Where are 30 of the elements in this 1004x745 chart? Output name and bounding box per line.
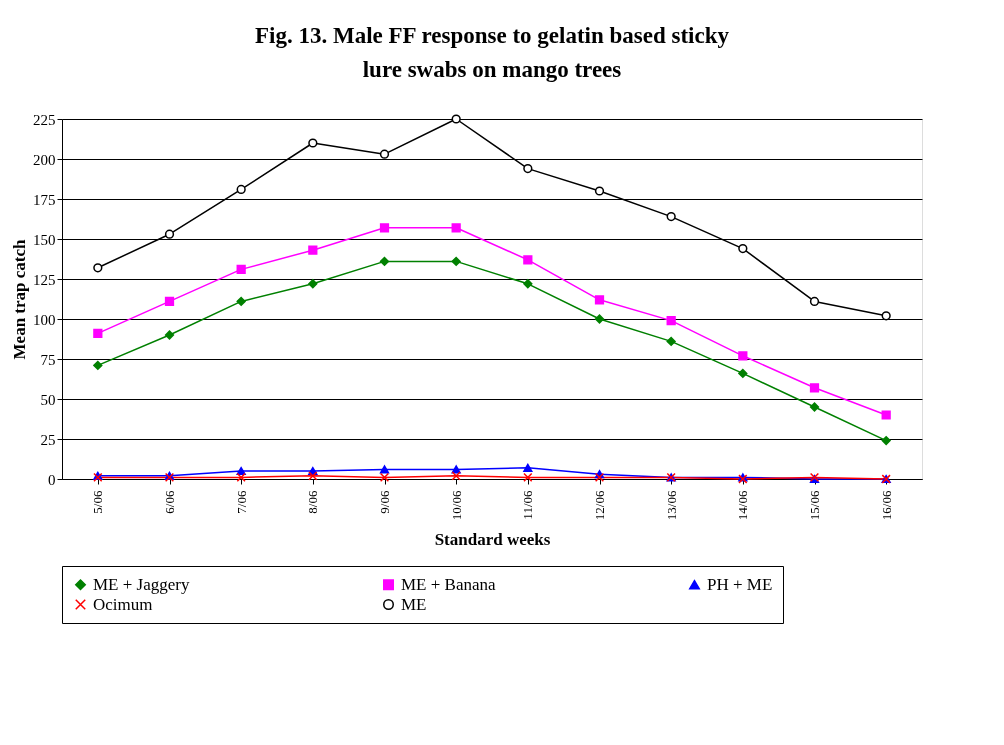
legend-label: ME + Banana — [401, 574, 497, 594]
y-tick-label: 100 — [33, 311, 56, 328]
x-tick-label: 11/06 — [520, 490, 536, 520]
x-axis-title: Standard weeks — [434, 530, 551, 550]
y-tick-label: 75 — [40, 351, 56, 368]
x-tick-label: 14/06 — [735, 490, 751, 521]
x-tick-label: 16/06 — [878, 490, 894, 521]
y-tick-label: 175 — [33, 191, 56, 208]
x-tick-label: 10/06 — [448, 490, 464, 521]
y-tick-label: 25 — [40, 431, 56, 448]
x-tick-label: 6/06 — [162, 490, 177, 514]
y-tick-label: 50 — [40, 391, 56, 408]
legend-label: ME + Jaggery — [93, 574, 190, 594]
x-tick-label: 8/06 — [305, 490, 321, 514]
x-tick-label: 12/06 — [592, 490, 607, 521]
x-tick-label: 15/06 — [807, 490, 822, 521]
x-tick-label: 5/06 — [90, 490, 106, 514]
legend-label: PH + ME — [707, 574, 773, 594]
y-tick-label: 200 — [33, 151, 56, 168]
y-tick-label: 225 — [33, 111, 56, 128]
legend-label: Ocimum — [93, 594, 153, 614]
y-tick-label: 0 — [48, 471, 56, 488]
x-tick-label: 7/06 — [233, 490, 249, 514]
chart-title: Fig. 13. Male FF response to gelatin based sticky lure swabs on mango trees — [254, 23, 730, 82]
y-axis-title: Mean trap catch — [10, 239, 29, 360]
y-tick-label: 125 — [33, 271, 56, 288]
y-tick-label: 150 — [33, 231, 56, 248]
legend-label: ME — [401, 594, 427, 614]
x-tick-label: 9/06 — [377, 490, 392, 514]
x-tick-label: 13/06 — [663, 490, 679, 521]
